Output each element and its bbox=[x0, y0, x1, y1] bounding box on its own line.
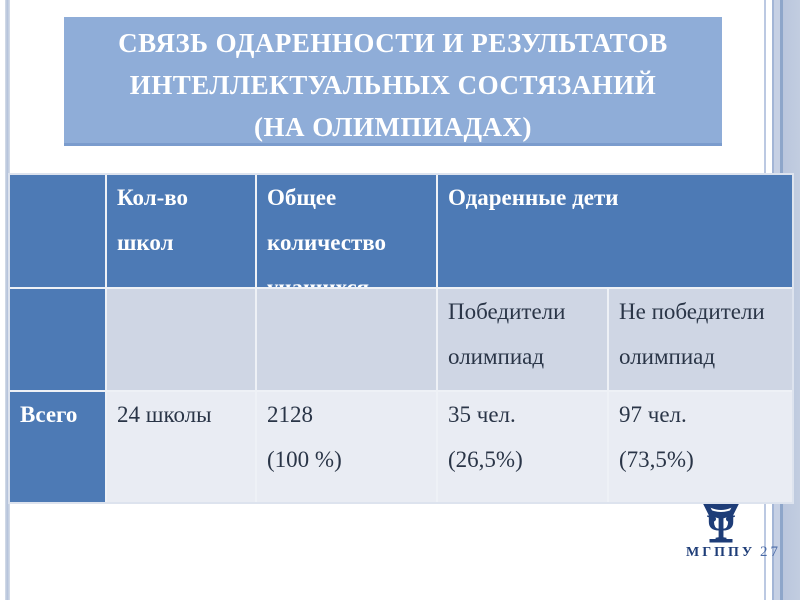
left-accent-stripe bbox=[5, 0, 10, 600]
subheader-cell-schools-empty bbox=[107, 289, 255, 390]
total-cell-schools: 24 школы bbox=[107, 392, 255, 502]
subheader-cell-students-empty bbox=[257, 289, 436, 390]
header-cell-schools: Кол-во школ bbox=[107, 175, 255, 287]
slide-title-box: СВЯЗЬ ОДАРЕННОСТИ И РЕЗУЛЬТАТОВ ИНТЕЛЛЕК… bbox=[64, 17, 722, 146]
subheader-cell-rowhead bbox=[10, 289, 105, 390]
header-cell-gifted: Одаренные дети bbox=[438, 175, 792, 287]
page-number: 27 bbox=[760, 544, 781, 560]
total-cell-non-winners: 97 чел. (73,5%) bbox=[609, 392, 792, 502]
subheader-cell-winners: Победители олимпиад bbox=[438, 289, 607, 390]
header-cell-empty bbox=[10, 175, 105, 287]
subheader-cell-non-winners: Не победители олимпиад bbox=[609, 289, 792, 390]
slide-title: СВЯЗЬ ОДАРЕННОСТИ И РЕЗУЛЬТАТОВ ИНТЕЛЛЕК… bbox=[118, 28, 668, 142]
org-label: МГППУ bbox=[686, 545, 756, 560]
results-table: Кол-во школ Общее количество учащихся Од… bbox=[8, 173, 794, 504]
total-row-label: Всего bbox=[10, 392, 105, 502]
total-cell-students: 2128 (100 %) bbox=[257, 392, 436, 502]
header-cell-students: Общее количество учащихся bbox=[257, 175, 436, 287]
total-cell-winners: 35 чел. (26,5%) bbox=[438, 392, 607, 502]
